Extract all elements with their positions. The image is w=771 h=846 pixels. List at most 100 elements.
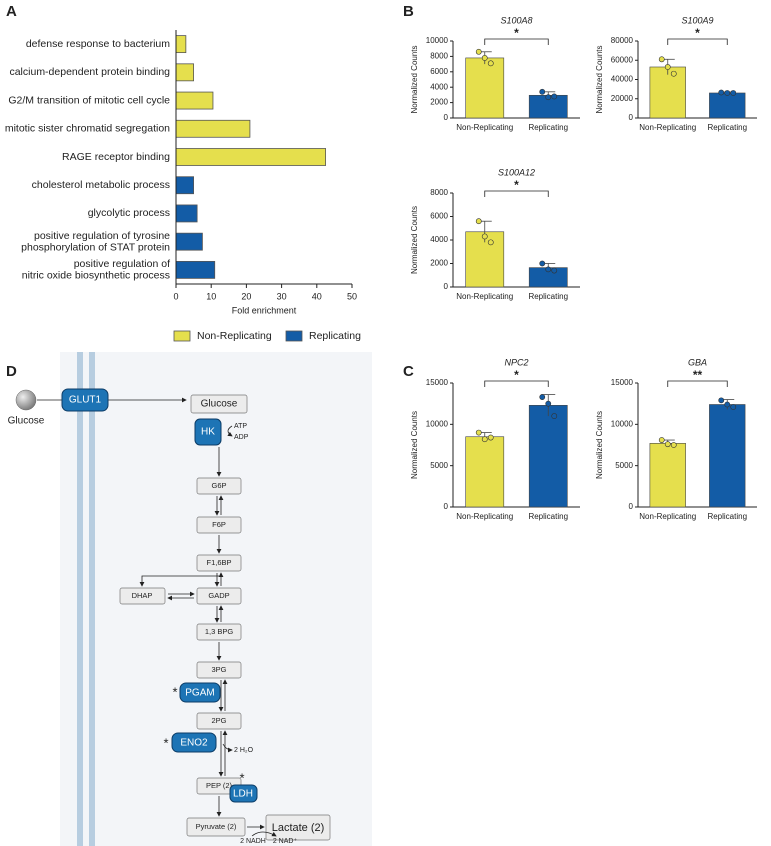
- bar: [175, 204, 198, 223]
- label: Glucose: [201, 399, 238, 410]
- data-point: [475, 218, 482, 225]
- y-tick-label: 10000: [611, 419, 634, 428]
- cofactor: ADP: [234, 434, 249, 441]
- y-tick-label: 60000: [611, 55, 634, 64]
- significance-bracket: [667, 38, 728, 45]
- y-axis-label: Normalized Counts: [595, 411, 604, 479]
- bar: [465, 436, 505, 508]
- data-point: [730, 404, 737, 410]
- data-point: [658, 56, 665, 63]
- x-tick-label: Non-Replicating: [456, 292, 513, 301]
- y-tick-label: 0: [444, 502, 449, 511]
- significance: **: [693, 368, 703, 382]
- label: DHAP: [132, 591, 153, 600]
- label: G6P: [211, 481, 226, 490]
- y-tick-label: 8000: [430, 188, 448, 197]
- data-point: [724, 401, 731, 408]
- data-point: [475, 429, 482, 436]
- data-point: [481, 55, 488, 61]
- bar: [709, 92, 746, 119]
- significance: *: [514, 178, 519, 192]
- bar: [175, 35, 187, 54]
- data-point: [718, 397, 725, 404]
- significance: *: [695, 26, 700, 40]
- arrow: [139, 575, 219, 587]
- legend-swatch: [285, 330, 303, 342]
- y-tick-label: 6000: [430, 212, 448, 221]
- node: F6P: [196, 516, 242, 534]
- transporter: GLUT1: [61, 388, 109, 412]
- node: DHAP: [119, 587, 166, 605]
- legend-swatch: [173, 330, 191, 342]
- data-point: [664, 64, 671, 70]
- y-tick-label: RAGE receptor binding: [62, 151, 170, 163]
- node: 1,3 BPG: [196, 623, 242, 641]
- chart-title: NPC2: [504, 357, 528, 367]
- label: F6P: [212, 520, 226, 529]
- x-tick-label: Non-Replicating: [639, 123, 696, 132]
- y-axis-label: Normalized Counts: [595, 45, 604, 113]
- significance-bracket: [484, 38, 549, 45]
- node: G6P: [196, 477, 242, 495]
- cofactor: 2 H₂O: [234, 747, 254, 754]
- enzyme: LDH: [229, 784, 258, 803]
- panel-label: C: [403, 363, 414, 380]
- arrow: [222, 743, 233, 753]
- data-point: [718, 89, 725, 96]
- membrane: [89, 352, 95, 846]
- arrow: [227, 425, 233, 437]
- chart-title: S100A9: [681, 15, 713, 25]
- significance: *: [163, 735, 168, 750]
- y-tick-label: positive regulation of nitric oxide biosy…: [22, 258, 170, 282]
- x-tick-label: 40: [312, 291, 322, 301]
- label: GLUT1: [69, 395, 102, 406]
- label: LDH: [233, 789, 253, 800]
- x-tick-label: Non-Replicating: [456, 512, 513, 521]
- data-point: [481, 233, 488, 240]
- data-point: [730, 90, 737, 96]
- y-tick-label: 5000: [615, 461, 633, 470]
- bar: [175, 176, 195, 195]
- y-tick-label: 4000: [430, 235, 448, 244]
- y-tick-label: 15000: [611, 378, 634, 387]
- panel-label: D: [6, 363, 17, 380]
- label: 1,3 BPG: [205, 627, 234, 636]
- y-tick-label: 40000: [611, 75, 634, 84]
- significance-bracket: [484, 380, 549, 387]
- significance-bracket: [667, 380, 728, 387]
- panel-label: A: [6, 3, 17, 20]
- data-point: [475, 48, 482, 55]
- y-tick-label: 0: [629, 502, 634, 511]
- x-tick-label: Replicating: [528, 512, 568, 521]
- y-tick-label: 20000: [611, 94, 634, 103]
- node: GADP: [196, 587, 242, 605]
- glucose-molecule: [15, 389, 37, 411]
- y-tick-label: 80000: [611, 36, 634, 45]
- y-tick-label: 0: [444, 113, 449, 122]
- y-tick-label: cholesterol metabolic process: [32, 179, 170, 191]
- x-tick-label: 50: [347, 291, 357, 301]
- data-point: [551, 413, 558, 419]
- data-point: [551, 93, 558, 100]
- y-axis-label: Normalized Counts: [410, 206, 419, 274]
- cofactor: 2 NADH: [240, 838, 266, 845]
- label: HK: [201, 427, 215, 438]
- data-point: [670, 70, 677, 77]
- x-tick-label: 0: [173, 291, 178, 301]
- bar: [175, 91, 214, 110]
- data-point: [545, 266, 552, 273]
- y-tick-label: 6000: [430, 67, 448, 76]
- node: F1,6BP: [196, 554, 242, 572]
- bar: [175, 232, 203, 251]
- y-tick-label: 2000: [430, 98, 448, 107]
- chart-title: S100A8: [500, 15, 532, 25]
- y-tick-label: 10000: [426, 419, 449, 428]
- label: PEP (2): [206, 781, 233, 790]
- y-tick-label: 8000: [430, 52, 448, 61]
- enzyme: PGAM: [179, 682, 221, 703]
- label: F1,6BP: [206, 558, 231, 567]
- y-tick-label: 5000: [430, 461, 448, 470]
- label: Pyruvate (2): [196, 822, 237, 831]
- label: 2PG: [211, 716, 226, 725]
- y-tick-label: 0: [444, 282, 449, 291]
